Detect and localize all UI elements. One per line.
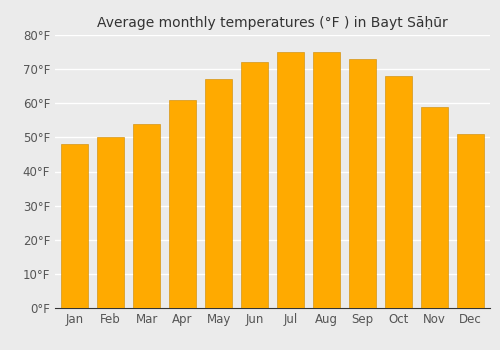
Bar (277, 52, 304, 308)
Bar (169, 100, 196, 308)
Bar (385, 76, 412, 308)
Bar (97, 137, 124, 308)
Bar (456, 134, 483, 308)
Title: Average monthly temperatures (°F ) in Bayt Sāḥūr: Average monthly temperatures (°F ) in Ba… (97, 16, 448, 30)
Bar (349, 59, 376, 308)
Bar (133, 124, 160, 308)
Bar (205, 79, 232, 308)
Bar (313, 52, 340, 308)
Bar (421, 107, 448, 308)
Bar (241, 62, 268, 308)
Bar (62, 144, 88, 308)
